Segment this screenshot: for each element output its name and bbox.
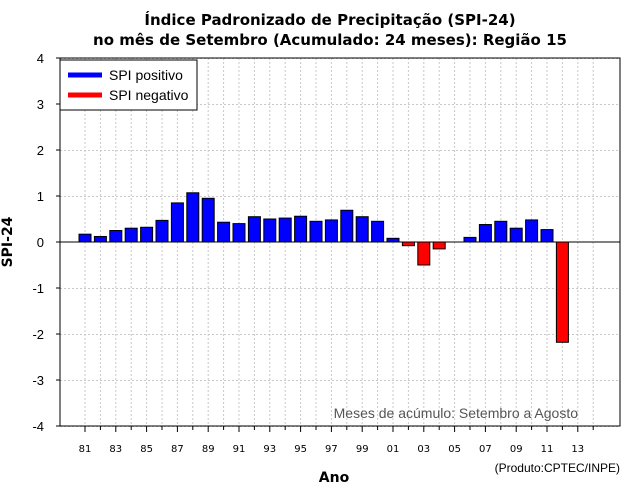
bar-1995 bbox=[294, 215, 308, 243]
bar-1997 bbox=[324, 219, 338, 243]
bar-2004 bbox=[432, 241, 446, 250]
bar-2001 bbox=[386, 237, 400, 243]
bar-1994 bbox=[278, 217, 292, 243]
y-tick-label: 1 bbox=[37, 189, 44, 204]
bar-2003 bbox=[417, 241, 431, 266]
x-tick-label: 81 bbox=[79, 444, 92, 455]
legend-box bbox=[59, 59, 198, 111]
bar-1987 bbox=[170, 202, 184, 243]
x-tick-label: 83 bbox=[109, 444, 122, 455]
bar-2006 bbox=[463, 236, 477, 243]
legend: SPI positivo SPI negativo bbox=[59, 59, 198, 111]
y-tick-label: 0 bbox=[37, 235, 44, 250]
x-tick-label: 11 bbox=[541, 444, 554, 455]
bar-2007 bbox=[478, 224, 492, 243]
y-tick-label: -2 bbox=[32, 327, 44, 342]
bar-1982 bbox=[93, 235, 107, 243]
x-tick-label: 05 bbox=[448, 444, 461, 455]
x-tick-label: 87 bbox=[171, 444, 184, 455]
bar-2002 bbox=[401, 241, 415, 247]
legend-label-negative: SPI negativo bbox=[109, 87, 189, 103]
product-credit: (Produto:CPTEC/INPE) bbox=[495, 461, 620, 475]
x-axis-label: Ano bbox=[319, 470, 350, 486]
x-axis-ticks: 81 83 85 87 89 91 93 95 97 99 01 03 05 07 09 11 13 bbox=[79, 426, 594, 455]
bar-1986 bbox=[155, 219, 169, 243]
x-tick-label: 03 bbox=[417, 444, 430, 455]
plot-frame bbox=[59, 57, 621, 427]
bar-2008 bbox=[494, 220, 508, 243]
bar-1984 bbox=[124, 227, 138, 243]
chart-title-line2: no mês de Setembro (Acumulado: 24 meses)… bbox=[93, 31, 567, 49]
y-tick-label: -3 bbox=[32, 373, 44, 388]
legend-label-positive: SPI positivo bbox=[109, 67, 183, 83]
bar-2010 bbox=[525, 219, 539, 243]
y-tick-label: 4 bbox=[37, 51, 44, 66]
bar-2000 bbox=[371, 220, 385, 243]
bar-1992 bbox=[247, 216, 261, 243]
bar-1983 bbox=[109, 230, 123, 243]
y-axis-label: SPI-24 bbox=[0, 216, 16, 267]
bar-1985 bbox=[140, 226, 154, 243]
bar-1993 bbox=[263, 218, 277, 243]
y-tick-label: 2 bbox=[37, 143, 44, 158]
x-tick-label: 91 bbox=[233, 444, 246, 455]
bar-1991 bbox=[232, 223, 246, 243]
x-tick-label: 13 bbox=[571, 444, 584, 455]
x-tick-label: 09 bbox=[510, 444, 523, 455]
bar-2009 bbox=[509, 227, 523, 243]
y-axis-ticks: -4 -3 -2 -1 0 1 2 3 4 bbox=[32, 51, 60, 434]
bar-1989 bbox=[201, 197, 215, 243]
y-tick-label: -4 bbox=[32, 419, 44, 434]
y-tick-label: -1 bbox=[32, 281, 44, 296]
chart-title-line1: Índice Padronizado de Precipitação (SPI-… bbox=[144, 10, 515, 29]
bar-1996 bbox=[309, 220, 323, 243]
accumulation-note: Meses de acúmulo: Setembro a Agosto bbox=[334, 405, 579, 421]
y-tick-label: 3 bbox=[37, 97, 44, 112]
bar-1981 bbox=[78, 233, 92, 243]
x-tick-label: 01 bbox=[387, 444, 400, 455]
bar-1999 bbox=[355, 216, 369, 243]
bar-series bbox=[78, 192, 569, 343]
x-tick-label: 89 bbox=[202, 444, 215, 455]
x-tick-label: 97 bbox=[325, 444, 338, 455]
x-tick-label: 95 bbox=[294, 444, 307, 455]
bar-2011 bbox=[540, 229, 554, 243]
bar-1988 bbox=[186, 192, 200, 243]
x-tick-label: 99 bbox=[356, 444, 369, 455]
bar-2012 bbox=[555, 241, 569, 343]
x-tick-label: 85 bbox=[140, 444, 153, 455]
x-tick-label: 07 bbox=[479, 444, 492, 455]
x-tick-label: 93 bbox=[263, 444, 276, 455]
bar-1998 bbox=[340, 209, 354, 243]
bar-1990 bbox=[217, 221, 231, 243]
